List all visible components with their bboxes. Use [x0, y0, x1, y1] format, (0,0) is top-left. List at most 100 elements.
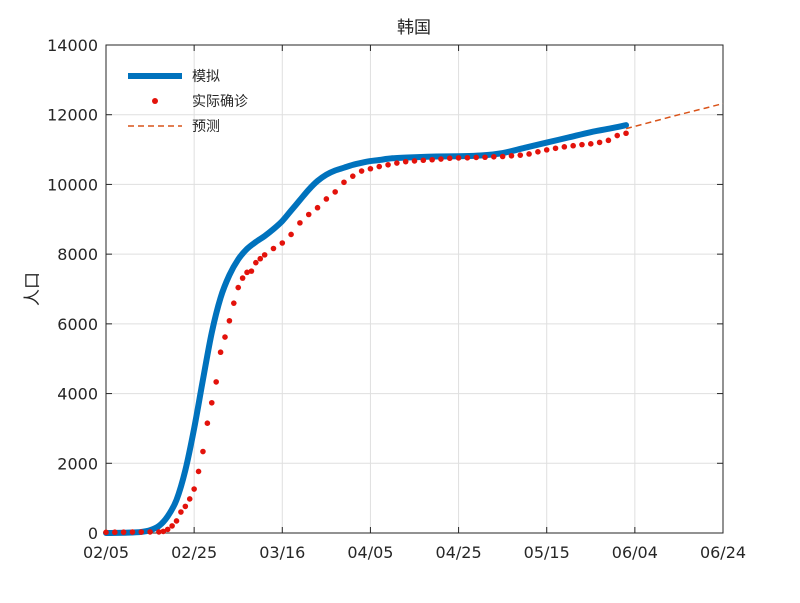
data-point-actual: [186, 496, 193, 502]
data-point-actual: [213, 379, 219, 385]
axes: 02/05 02/25 03/16 04/05 04/25 05/15 06/04 06/24…: [47, 36, 746, 562]
data-point-actual: [191, 486, 197, 492]
x-tick-label: 05/15: [524, 543, 570, 562]
data-point-actual: [169, 523, 175, 529]
data-point-actual: [208, 399, 215, 406]
data-point-actual: [587, 141, 594, 147]
data-point-actual: [402, 158, 409, 165]
series-line-forecast: [625, 102, 724, 130]
data-point-actual: [596, 139, 603, 146]
data-point-actual: [552, 145, 559, 152]
data-point-actual: [147, 529, 153, 535]
data-point-actual: [394, 160, 400, 166]
data-point-actual: [248, 268, 255, 274]
data-point-actual: [579, 141, 585, 148]
data-point-actual: [535, 149, 541, 155]
data-point-actual: [270, 245, 277, 252]
data-point-actual: [491, 153, 497, 160]
chart-title: 韩国: [397, 18, 431, 38]
data-point-actual: [473, 154, 480, 161]
data-point-actual: [182, 503, 189, 510]
legend-swatch-actual: [152, 98, 158, 104]
data-point-actual: [244, 269, 250, 276]
data-point-actual: [156, 529, 162, 535]
data-point-actual: [129, 529, 136, 535]
data-point-actual: [103, 529, 109, 536]
data-point-actual: [614, 132, 621, 139]
data-point-actual: [499, 153, 506, 160]
data-point-actual: [526, 151, 532, 157]
legend-label: 模拟: [192, 69, 220, 85]
data-point-actual: [376, 163, 383, 170]
data-point-actual: [446, 155, 453, 162]
data-point-actual: [297, 220, 303, 226]
y-tick-label: 0: [88, 524, 98, 543]
y-tick-label: 12000: [47, 106, 98, 125]
data-point-actual: [279, 240, 286, 246]
legend-label: 预测: [192, 119, 220, 135]
data-point-actual: [367, 165, 374, 172]
y-axis-title: 人口: [23, 272, 43, 306]
y-tick-label: 14000: [47, 36, 98, 55]
data-point-actual: [235, 284, 242, 291]
x-tick-label: 04/05: [347, 543, 393, 562]
data-point-actual: [120, 529, 127, 535]
grid: [105, 44, 724, 534]
data-point-actual: [332, 189, 338, 195]
x-tick-label: 06/04: [612, 543, 658, 562]
data-point-actual: [217, 349, 224, 356]
data-point-actual: [160, 528, 167, 535]
data-point-actual: [314, 204, 321, 211]
data-point-actual: [517, 152, 524, 158]
y-tick-label: 2000: [57, 454, 98, 473]
data-point-actual: [323, 196, 330, 202]
data-point-actual: [455, 155, 462, 161]
data-point-actual: [429, 156, 435, 163]
data-point-actual: [261, 252, 268, 258]
data-point-actual: [464, 154, 471, 161]
data-point-actual: [222, 334, 228, 340]
x-tick-label: 06/24: [700, 543, 746, 562]
x-tick-label: 03/16: [259, 543, 305, 562]
data-point-actual: [543, 147, 550, 153]
data-point-actual: [288, 231, 294, 238]
y-tick-label: 6000: [57, 315, 98, 334]
data-point-actual: [420, 157, 427, 164]
data-point-actual: [358, 168, 365, 174]
data-point-actual: [623, 130, 629, 137]
y-tick-label: 4000: [57, 385, 98, 404]
x-tick-label: 04/25: [436, 543, 482, 562]
data-point-actual: [482, 154, 488, 161]
x-tick-label: 02/05: [83, 543, 129, 562]
data-point-actual: [438, 156, 444, 162]
data-point-actual: [112, 529, 118, 536]
data-point-actual: [226, 317, 233, 324]
data-point-actual: [178, 509, 184, 515]
y-tick-label: 8000: [57, 245, 98, 264]
data-point-actual: [200, 448, 206, 455]
series-line-fit: [103, 122, 630, 536]
data-point-actual: [204, 420, 211, 427]
data-point-actual: [385, 161, 391, 168]
series-group: [103, 102, 724, 536]
data-point-actual: [341, 179, 347, 186]
data-point-actual: [239, 275, 246, 281]
x-tick-label: 02/25: [171, 543, 217, 562]
data-point-actual: [508, 152, 515, 159]
data-point-actual: [411, 158, 418, 164]
data-point-actual: [605, 137, 612, 144]
plot-frame: [105, 44, 724, 534]
data-point-actual: [173, 518, 180, 524]
data-point-actual: [561, 144, 568, 150]
data-point-actual: [305, 211, 312, 218]
data-point-actual: [231, 300, 237, 306]
data-point-actual: [570, 142, 576, 149]
data-point-actual: [138, 529, 145, 535]
data-point-actual: [164, 526, 171, 533]
data-point-actual: [195, 468, 202, 475]
data-point-actual: [257, 255, 264, 262]
y-tick-label: 10000: [47, 175, 98, 194]
